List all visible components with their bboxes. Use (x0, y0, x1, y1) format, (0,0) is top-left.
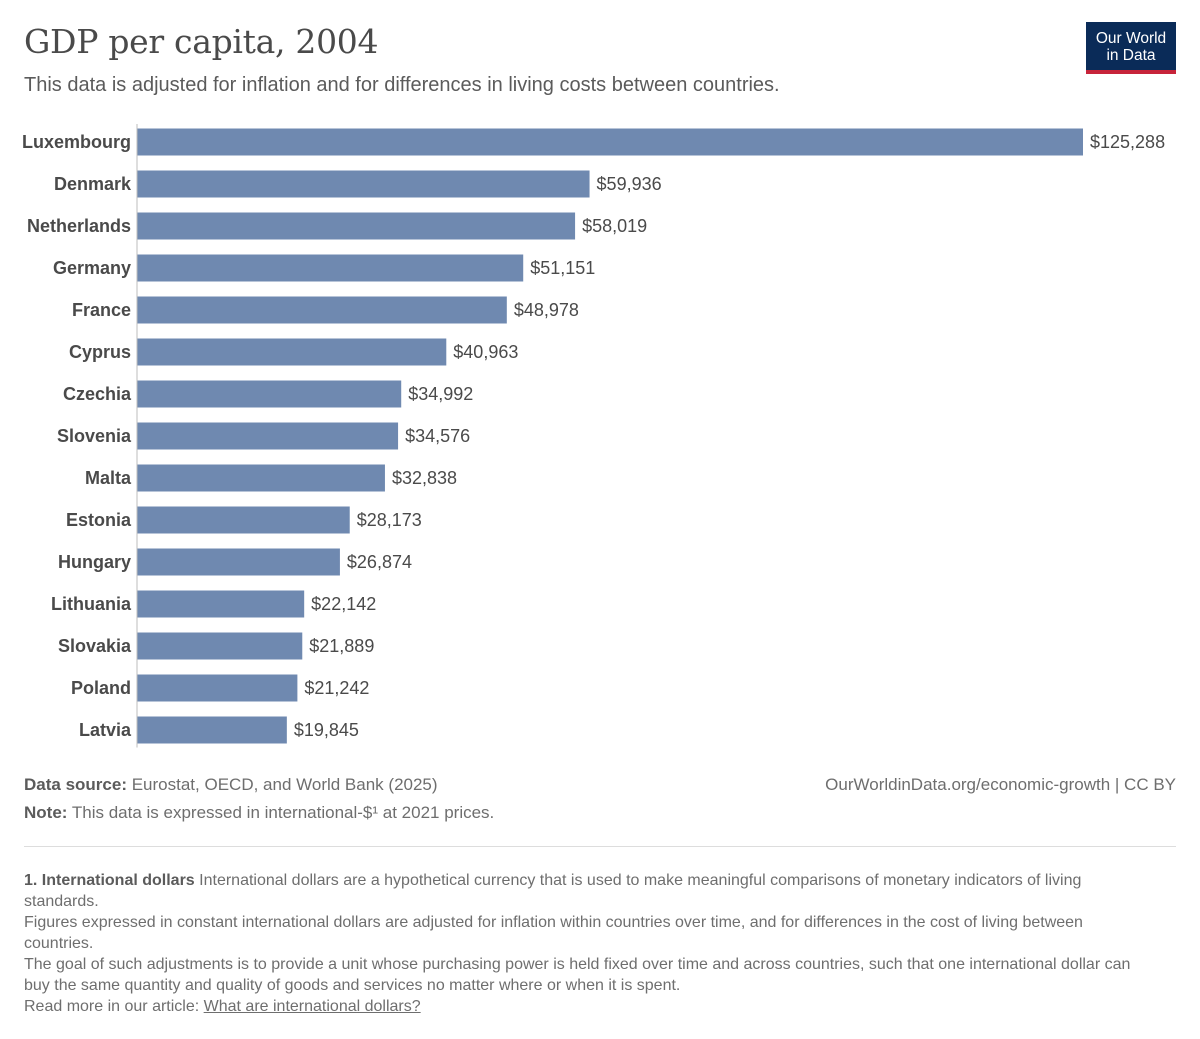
owid-logo[interactable]: Our World in Data (1086, 22, 1176, 74)
data-source: Data source: Eurostat, OECD, and World B… (24, 775, 438, 795)
value-label: $48,978 (514, 300, 579, 320)
source-label: Data source: (24, 775, 127, 794)
category-label: Estonia (66, 510, 132, 530)
data-note: Note: This data is expressed in internat… (24, 803, 494, 823)
category-label: Netherlands (27, 216, 131, 236)
value-label: $58,019 (582, 216, 647, 236)
bar[interactable] (137, 548, 340, 576)
value-label: $21,242 (304, 678, 369, 698)
footnote: 1. International dollars International d… (24, 870, 1144, 1017)
value-label: $51,151 (530, 258, 595, 278)
category-label: Luxembourg (22, 132, 131, 152)
category-label: Lithuania (51, 594, 132, 614)
footnote-p1: 1. International dollars International d… (24, 870, 1144, 912)
category-label: Hungary (58, 552, 131, 572)
read-more-text: Read more in our article: (24, 998, 200, 1015)
value-label: $59,936 (597, 174, 662, 194)
bar-chart: Luxembourg $125,288 Denmark $59,936 Netherla… (22, 124, 1165, 748)
value-label: $32,838 (392, 468, 457, 488)
logo-line-2: in Data (1106, 47, 1156, 64)
category-label: Czechia (63, 384, 132, 404)
bar[interactable] (137, 716, 287, 744)
logo-accent-bar (1086, 70, 1176, 74)
chart-subtitle: This data is adjusted for inflation and … (24, 74, 780, 96)
note-text: This data is expressed in international-… (71, 803, 495, 822)
bar[interactable] (137, 254, 524, 282)
bars-layer: Luxembourg $125,288 Denmark $59,936 Netherla… (22, 128, 1165, 744)
note-label: Note: (24, 803, 68, 822)
footnote-p2: Figures expressed in constant internatio… (24, 914, 1083, 952)
category-label: Slovakia (58, 636, 132, 656)
value-label: $28,173 (357, 510, 422, 530)
bar[interactable] (137, 296, 507, 324)
category-label: Poland (71, 678, 131, 698)
category-label: France (72, 300, 131, 320)
source-text: Eurostat, OECD, and World Bank (2025) (131, 775, 438, 794)
category-label: Slovenia (57, 426, 132, 446)
bar[interactable] (137, 590, 305, 618)
bar[interactable] (137, 338, 447, 366)
bar[interactable] (137, 422, 399, 450)
value-label: $19,845 (294, 720, 359, 740)
chart-title: GDP per capita, 2004 (24, 22, 379, 61)
bar[interactable] (137, 380, 402, 408)
footnote-p1-text: International dollars are a hypothetical… (24, 872, 1082, 910)
bar[interactable] (137, 674, 298, 702)
category-label: Germany (53, 258, 131, 278)
category-label: Latvia (79, 720, 132, 740)
bar[interactable] (137, 128, 1083, 156)
international-dollars-link[interactable]: What are international dollars? (203, 998, 421, 1015)
footnote-p3: The goal of such adjustments is to provi… (24, 956, 1131, 994)
footnote-heading: 1. International dollars (24, 872, 195, 889)
value-label: $22,142 (311, 594, 376, 614)
source-url[interactable]: OurWorldinData.org/economic-growth | CC … (825, 775, 1176, 794)
logo-line-1: Our World (1095, 30, 1167, 47)
value-label: $34,992 (408, 384, 473, 404)
footnote-read-more: Read more in our article: What are inter… (24, 996, 1144, 1017)
value-label: $26,874 (347, 552, 412, 572)
bar[interactable] (137, 170, 590, 198)
value-label: $40,963 (453, 342, 518, 362)
value-label: $34,576 (405, 426, 470, 446)
category-label: Denmark (54, 174, 132, 194)
bar[interactable] (137, 632, 303, 660)
bar[interactable] (137, 464, 385, 492)
category-label: Malta (85, 468, 132, 488)
value-label: $125,288 (1090, 132, 1165, 152)
bar[interactable] (137, 506, 350, 534)
bar[interactable] (137, 212, 576, 240)
category-label: Cyprus (69, 342, 131, 362)
divider (24, 846, 1176, 847)
value-label: $21,889 (309, 636, 374, 656)
